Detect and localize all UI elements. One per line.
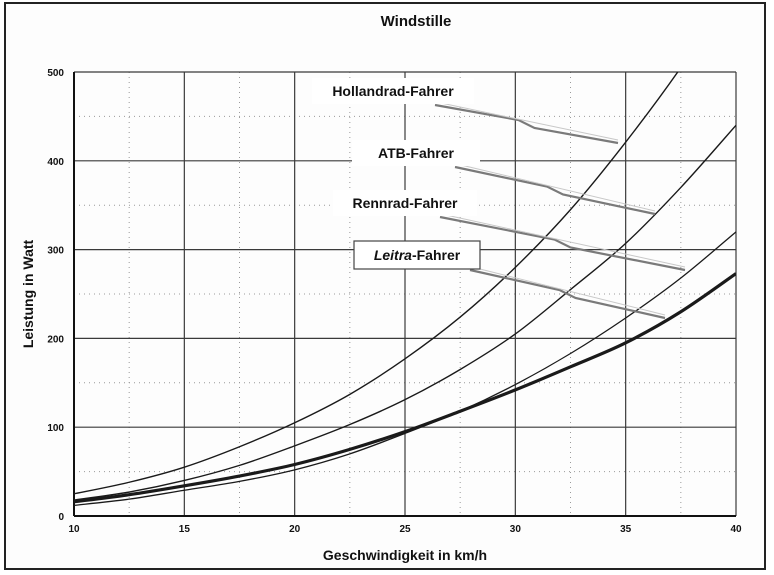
legend-label-suffix: -Fahrer: [412, 247, 461, 263]
callout-leader-shadow: [440, 102, 619, 141]
legend-box: [352, 140, 480, 166]
x-tick-label: 25: [399, 524, 411, 535]
x-tick-label: 30: [510, 524, 522, 535]
x-tick-label: 10: [68, 524, 80, 535]
x-tick-label: 20: [289, 524, 301, 535]
series-lines: [74, 72, 736, 506]
chart-title: Windstille: [381, 13, 452, 30]
y-tick-label: 500: [47, 68, 64, 79]
legend-label-name: Hollandrad-Fahrer: [332, 83, 454, 99]
legend-box: [333, 190, 477, 216]
gridlines: [74, 71, 737, 516]
y-tick-label: 300: [47, 246, 64, 257]
x-axis-label: Geschwindigkeit in km/h: [323, 547, 487, 563]
series-line-2: [74, 124, 736, 501]
legend-label-name: Leitra: [374, 247, 412, 263]
x-tick-label: 35: [620, 524, 632, 535]
legend-label: ATB-Fahrer: [378, 145, 455, 161]
axes: [73, 72, 736, 517]
legend-label-name: Rennrad-Fahrer: [352, 195, 458, 211]
y-tick-label: 100: [47, 423, 64, 434]
callout-leader-shadow: [475, 267, 666, 316]
legend-label: Hollandrad-Fahrer: [332, 83, 454, 99]
y-tick-label: 0: [58, 512, 64, 523]
series-line-1: [74, 72, 679, 495]
x-tick-label: 15: [179, 524, 191, 535]
y-tick-label: 400: [47, 157, 64, 168]
callout-leader-shadow: [445, 214, 686, 268]
callout-leader: [439, 215, 686, 272]
callout-leader: [434, 103, 619, 145]
callout-leader-shadow: [460, 164, 656, 212]
legend-label: Rennrad-Fahrer: [352, 195, 458, 211]
y-tick-label: 200: [47, 334, 64, 345]
legend-label: Leitra-Fahrer: [374, 247, 461, 263]
callout-leader: [454, 165, 656, 216]
y-axis-label: Leistung in Watt: [20, 239, 36, 348]
legend-callouts: [434, 102, 686, 320]
y-tick-labels: 0 100 200 300 400 500: [47, 68, 64, 523]
x-tick-label: 40: [730, 524, 742, 535]
legend-box: [312, 78, 474, 104]
x-tick-labels: 10 15 20 25 30 35 40: [68, 524, 742, 535]
legend-label-name: ATB-Fahrer: [378, 145, 455, 161]
series-line-4: [74, 272, 736, 504]
legend-box: [353, 240, 481, 270]
callout-leader: [469, 268, 666, 320]
legend: Hollandrad-Fahrer ATB-Fahrer Rennrad-Fahre…: [312, 78, 481, 270]
